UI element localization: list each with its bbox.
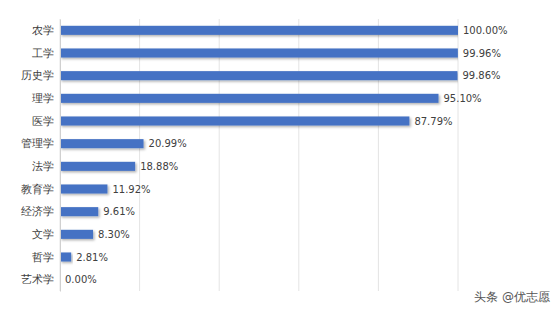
tick: 法学	[32, 160, 60, 173]
y-axis: 农学工学历史学理学医学管理学法学教育学经济学文学哲学艺术学	[21, 20, 61, 292]
tick: 经济学	[21, 205, 60, 218]
tick-label: 教育学	[21, 183, 54, 196]
data-label: 11.92%	[112, 184, 150, 195]
bar	[60, 230, 93, 239]
data-label: 2.81%	[76, 252, 108, 263]
tick: 文学	[32, 228, 60, 241]
tick: 艺术学	[21, 273, 60, 286]
bar	[60, 139, 144, 148]
tick-label: 法学	[32, 160, 54, 173]
tick-label: 工学	[32, 47, 54, 60]
bar	[60, 252, 71, 261]
data-label: 87.79%	[414, 116, 452, 127]
tick: 农学	[32, 24, 60, 37]
data-label: 99.96%	[463, 48, 501, 59]
tick-label: 理学	[32, 92, 54, 105]
grid-line	[378, 19, 379, 291]
tick-label: 农学	[32, 24, 54, 37]
grid-line	[60, 19, 61, 291]
tick-label: 文学	[32, 228, 54, 241]
data-labels: 100.00% 99.96% 99.86% 95.10% 87.79% 20.99% 18.…	[65, 25, 508, 285]
bar	[60, 162, 135, 171]
bars	[60, 26, 458, 262]
tick: 哲学	[32, 251, 60, 264]
grid-line	[458, 19, 459, 291]
data-label: 0.00%	[65, 274, 97, 285]
grid	[60, 19, 458, 291]
tick: 管理学	[21, 137, 60, 150]
data-label: 99.86%	[462, 70, 500, 81]
tick: 历史学	[21, 69, 60, 82]
chart: 农学工学历史学理学医学管理学法学教育学经济学文学哲学艺术学 100.00% 99.9…	[0, 0, 558, 311]
tick-label: 哲学	[32, 251, 54, 264]
tick: 工学	[32, 47, 60, 60]
bar	[60, 184, 107, 193]
grid-line	[139, 19, 140, 291]
tick-label: 艺术学	[21, 273, 54, 286]
bar	[60, 116, 409, 125]
tick: 医学	[32, 115, 60, 128]
tick-label: 管理学	[21, 137, 54, 150]
data-label: 18.88%	[140, 161, 178, 172]
bar	[60, 94, 438, 103]
tick-label: 经济学	[21, 205, 54, 218]
bar	[60, 207, 98, 216]
data-label: 95.10%	[443, 93, 481, 104]
grid-line	[298, 19, 299, 291]
bar	[60, 48, 458, 57]
data-label: 9.61%	[103, 206, 135, 217]
tick-label: 历史学	[21, 69, 54, 82]
tick: 教育学	[21, 183, 60, 196]
annotation: 头条 @优志愿	[474, 290, 550, 304]
grid-line	[219, 19, 220, 291]
data-label: 20.99%	[149, 138, 187, 149]
data-label: 8.30%	[98, 229, 130, 240]
tick: 理学	[32, 92, 60, 105]
tick-label: 医学	[32, 115, 54, 128]
bar	[60, 26, 458, 35]
axis-line	[60, 20, 61, 292]
bar	[60, 71, 457, 80]
data-label: 100.00%	[463, 25, 508, 36]
